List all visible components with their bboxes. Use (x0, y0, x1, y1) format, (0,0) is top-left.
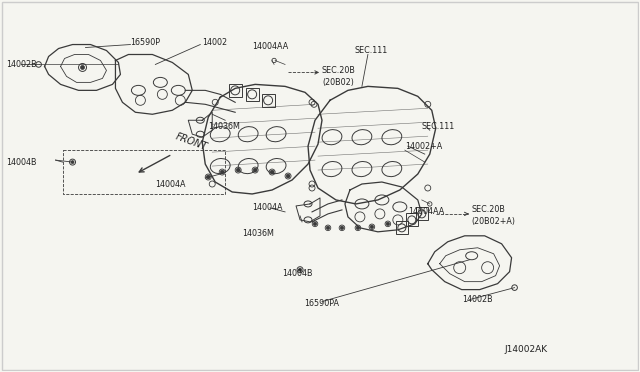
Circle shape (253, 168, 257, 172)
Circle shape (286, 174, 290, 178)
Circle shape (313, 222, 317, 226)
Text: SEC.20B: SEC.20B (322, 66, 356, 75)
Circle shape (81, 65, 84, 70)
Text: 14004A: 14004A (156, 180, 186, 189)
Circle shape (270, 170, 274, 174)
Text: 14002B: 14002B (461, 295, 492, 304)
Text: 14004B: 14004B (6, 158, 36, 167)
Circle shape (356, 226, 360, 230)
Text: 14036M: 14036M (208, 122, 240, 131)
Text: J14002AK: J14002AK (504, 345, 548, 354)
Text: SEC.111: SEC.111 (422, 122, 455, 131)
Text: FRONT: FRONT (174, 131, 209, 152)
Circle shape (370, 225, 374, 229)
Circle shape (326, 226, 330, 230)
Text: 16590P: 16590P (131, 38, 161, 47)
Text: 14004AA: 14004AA (252, 42, 289, 51)
Circle shape (71, 161, 74, 164)
Text: (20B02): (20B02) (322, 78, 354, 87)
Text: SEC.20B: SEC.20B (472, 205, 506, 214)
Text: 14002+A: 14002+A (405, 142, 442, 151)
Text: 14002: 14002 (202, 38, 227, 47)
Circle shape (340, 226, 344, 230)
Circle shape (206, 175, 210, 179)
Circle shape (236, 168, 240, 172)
Text: SEC.111: SEC.111 (355, 46, 388, 55)
Text: 14036M: 14036M (242, 229, 274, 238)
Text: 16590PA: 16590PA (304, 299, 339, 308)
Text: 14004B: 14004B (282, 269, 312, 278)
Circle shape (386, 222, 390, 226)
Text: 14004A: 14004A (252, 203, 283, 212)
Text: 14004AA: 14004AA (408, 208, 444, 217)
Circle shape (298, 268, 301, 271)
Text: (20B02+A): (20B02+A) (472, 217, 516, 227)
Text: 14002B: 14002B (6, 60, 36, 69)
Circle shape (220, 170, 224, 174)
